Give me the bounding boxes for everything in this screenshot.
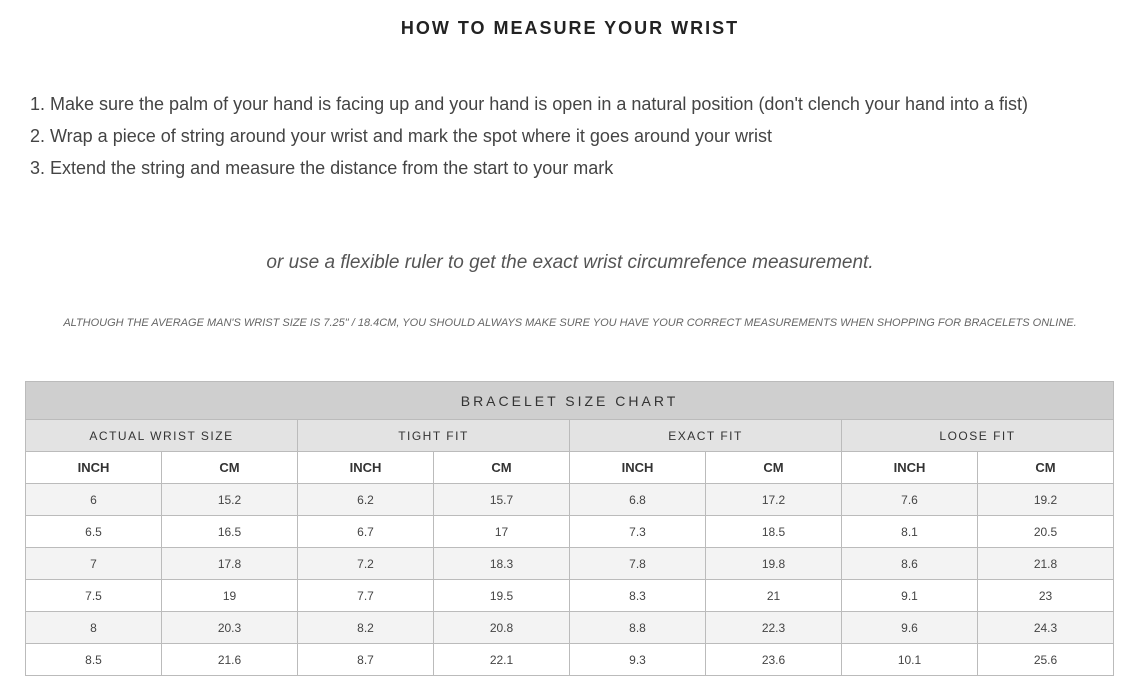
- subheader: INCH: [569, 451, 706, 484]
- cell: 8: [25, 611, 162, 644]
- cell: 19.8: [705, 547, 842, 580]
- cell: 8.6: [841, 547, 978, 580]
- cell: 7.8: [569, 547, 706, 580]
- group-header: TIGHT FIT: [297, 419, 570, 452]
- cell: 20.8: [433, 611, 570, 644]
- data-row: 7 17.8 7.2 18.3 7.8 19.8 8.6 21.8: [25, 547, 1114, 580]
- subheader: CM: [977, 451, 1114, 484]
- subheader: INCH: [297, 451, 434, 484]
- cell: 7.2: [297, 547, 434, 580]
- data-row: 7.5 19 7.7 19.5 8.3 21 9.1 23: [25, 579, 1114, 612]
- group-header: ACTUAL WRIST SIZE: [25, 419, 298, 452]
- cell: 6.2: [297, 483, 434, 516]
- cell: 7: [25, 547, 162, 580]
- table-title: BRACELET SIZE CHART: [25, 381, 1114, 420]
- cell: 18.5: [705, 515, 842, 548]
- cell: 16.5: [161, 515, 298, 548]
- cell: 21.6: [161, 643, 298, 676]
- cell: 19.2: [977, 483, 1114, 516]
- data-row: 6 15.2 6.2 15.7 6.8 17.2 7.6 19.2: [25, 483, 1114, 516]
- subheader: CM: [161, 451, 298, 484]
- cell: 9.3: [569, 643, 706, 676]
- subheader: INCH: [25, 451, 162, 484]
- step: Extend the string and measure the distan…: [50, 152, 1130, 184]
- cell: 19.5: [433, 579, 570, 612]
- cell: 19: [161, 579, 298, 612]
- title-row: BRACELET SIZE CHART: [25, 381, 1114, 420]
- cell: 18.3: [433, 547, 570, 580]
- cell: 7.5: [25, 579, 162, 612]
- data-row: 8 20.3 8.2 20.8 8.8 22.3 9.6 24.3: [25, 611, 1114, 644]
- subheader: INCH: [841, 451, 978, 484]
- note: or use a flexible ruler to get the exact…: [266, 252, 874, 273]
- step: Make sure the palm of your hand is facin…: [50, 88, 1130, 120]
- cell: 9.6: [841, 611, 978, 644]
- cell: 6: [25, 483, 162, 516]
- cell: 8.7: [297, 643, 434, 676]
- size-table: BRACELET SIZE CHART ACTUAL WRIST SIZE TIGH…: [25, 381, 1114, 676]
- cell: 7.6: [841, 483, 978, 516]
- cell: 17.8: [161, 547, 298, 580]
- cell: 6.7: [297, 515, 434, 548]
- cell: 17.2: [705, 483, 842, 516]
- cell: 22.1: [433, 643, 570, 676]
- cell: 7.7: [297, 579, 434, 612]
- cell: 25.6: [977, 643, 1114, 676]
- cell: 6.8: [569, 483, 706, 516]
- data-row: 8.5 21.6 8.7 22.1 9.3 23.6 10.1 25.6: [25, 643, 1114, 676]
- group-header: EXACT FIT: [569, 419, 842, 452]
- cell: 8.3: [569, 579, 706, 612]
- cell: 21: [705, 579, 842, 612]
- cell: 20.3: [161, 611, 298, 644]
- cell: 22.3: [705, 611, 842, 644]
- cell: 17: [433, 515, 570, 548]
- cell: 9.1: [841, 579, 978, 612]
- steps-list: Make sure the palm of your hand is facin…: [27, 88, 1130, 184]
- cell: 23: [977, 579, 1114, 612]
- page-title: HOW TO MEASURE YOUR WRIST: [400, 18, 740, 38]
- cell: 10.1: [841, 643, 978, 676]
- disclaimer: ALTHOUGH THE AVERAGE MAN'S WRIST SIZE IS…: [63, 317, 1077, 329]
- step: Wrap a piece of string around your wrist…: [50, 120, 1130, 152]
- cell: 8.2: [297, 611, 434, 644]
- cell: 15.2: [161, 483, 298, 516]
- cell: 8.5: [25, 643, 162, 676]
- subheader-row: INCH CM INCH CM INCH CM INCH CM: [25, 451, 1114, 484]
- cell: 24.3: [977, 611, 1114, 644]
- subheader: CM: [705, 451, 842, 484]
- cell: 8.8: [569, 611, 706, 644]
- subheader: CM: [433, 451, 570, 484]
- cell: 23.6: [705, 643, 842, 676]
- cell: 21.8: [977, 547, 1114, 580]
- data-row: 6.5 16.5 6.7 17 7.3 18.5 8.1 20.5: [25, 515, 1114, 548]
- group-header: LOOSE FIT: [841, 419, 1114, 452]
- cell: 20.5: [977, 515, 1114, 548]
- group-row: ACTUAL WRIST SIZE TIGHT FIT EXACT FIT LOOSE…: [25, 419, 1114, 452]
- cell: 7.3: [569, 515, 706, 548]
- cell: 15.7: [433, 483, 570, 516]
- cell: 6.5: [25, 515, 162, 548]
- cell: 8.1: [841, 515, 978, 548]
